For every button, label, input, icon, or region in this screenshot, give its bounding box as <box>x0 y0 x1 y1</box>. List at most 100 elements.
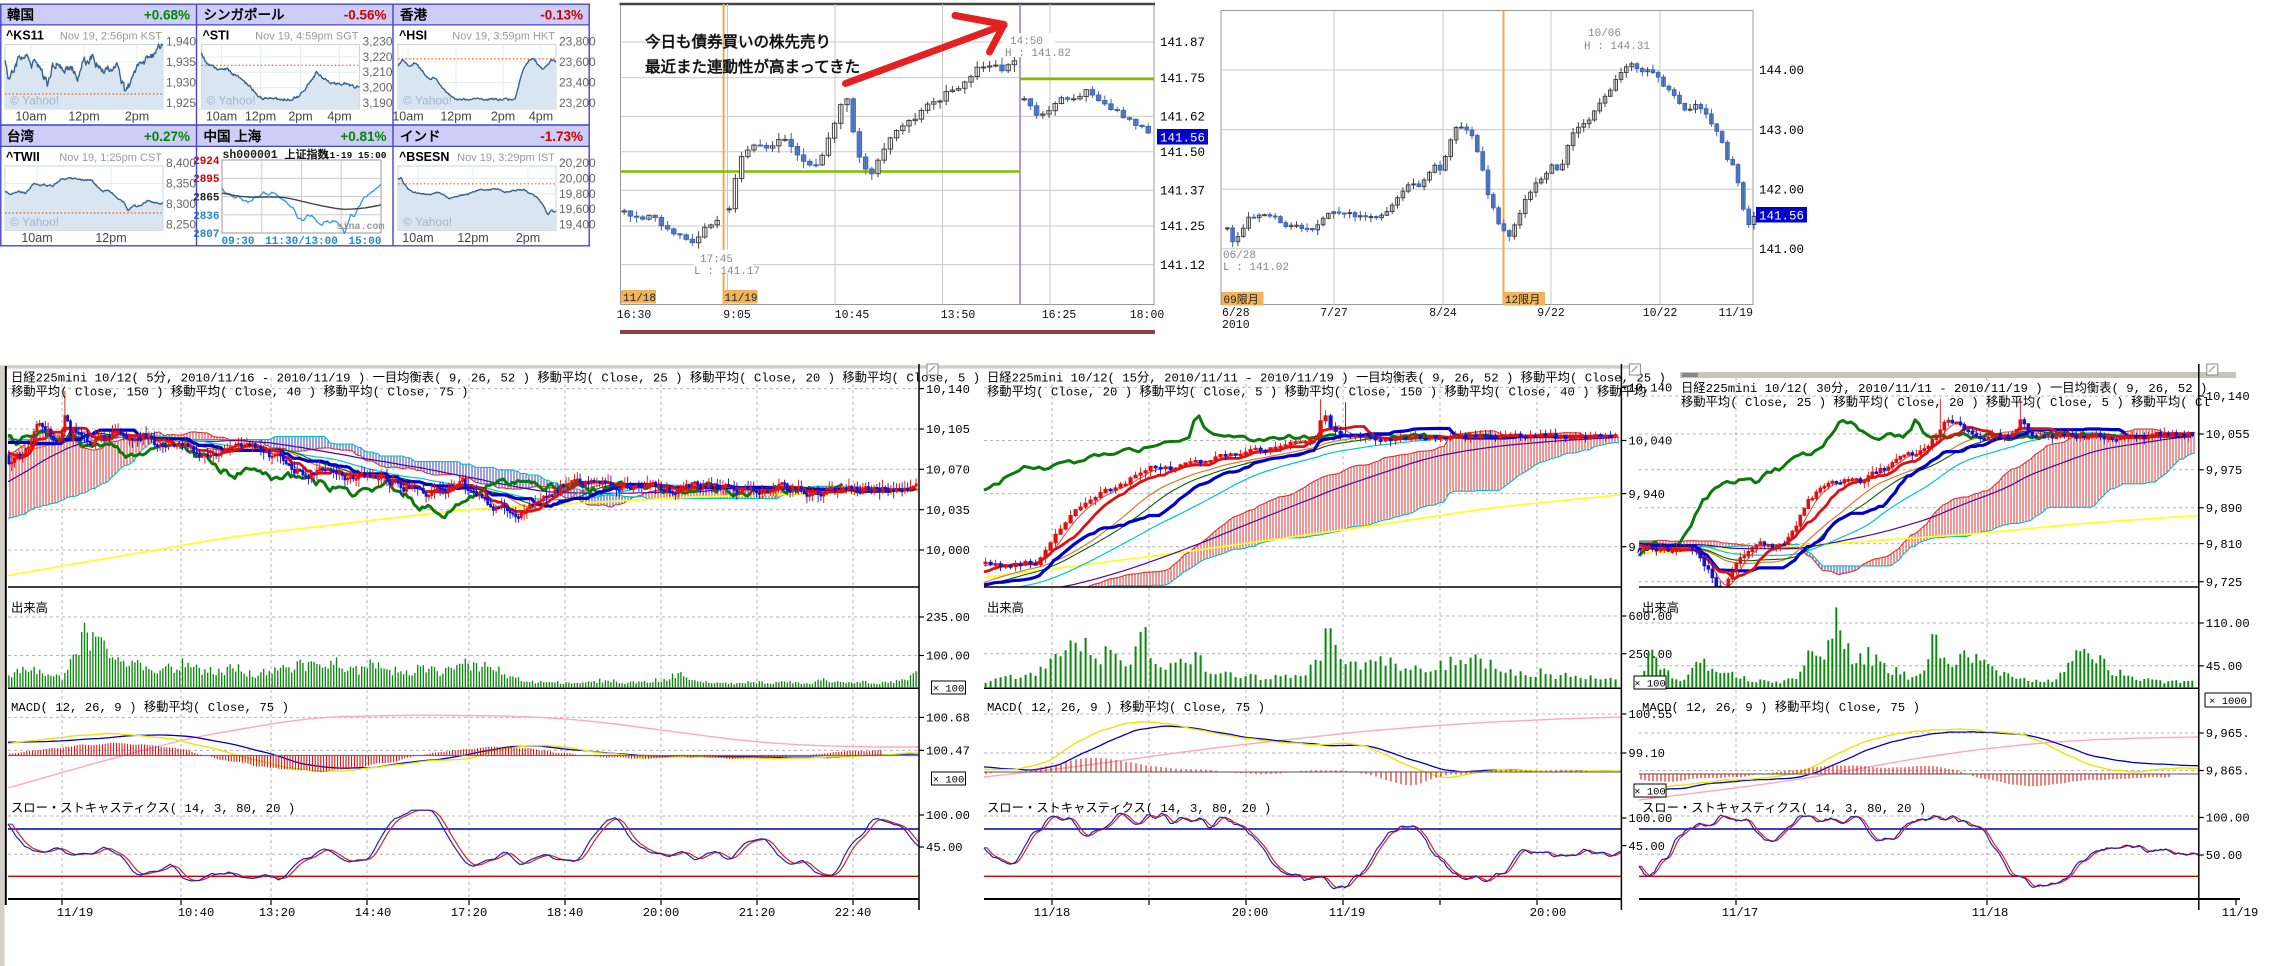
svg-text:日経225mini 10/12( 5分, 2010/11/1: 日経225mini 10/12( 5分, 2010/11/16 - 2010/1… <box>11 371 980 386</box>
svg-text:10am: 10am <box>21 231 52 245</box>
svg-text:^KS11: ^KS11 <box>6 29 44 43</box>
svg-text:10am: 10am <box>392 110 423 124</box>
svg-text:10:45: 10:45 <box>835 309 870 322</box>
svg-text:1,935: 1,935 <box>166 55 196 69</box>
svg-text:141.56: 141.56 <box>1759 210 1804 224</box>
svg-text:1,940: 1,940 <box>166 35 196 49</box>
svg-text:2010: 2010 <box>1222 319 1250 332</box>
svg-text:11/18: 11/18 <box>623 293 656 305</box>
svg-text:10am: 10am <box>15 110 46 124</box>
svg-text:10am: 10am <box>206 110 237 124</box>
svg-text:141.87: 141.87 <box>1160 36 1205 50</box>
svg-text:11-19 15:00: 11-19 15:00 <box>324 150 387 161</box>
svg-text:+0.27%: +0.27% <box>144 129 190 144</box>
svg-text:10am: 10am <box>402 231 433 245</box>
svg-text:141.62: 141.62 <box>1160 110 1205 124</box>
svg-text:中国 上海: 中国 上海 <box>204 128 262 144</box>
svg-text:9/22: 9/22 <box>1537 307 1565 320</box>
svg-text:MACD( 12, 26, 9 ) 移動平均( Clos: MACD( 12, 26, 9 ) 移動平均( Close, 75 ) <box>11 700 289 715</box>
svg-text:8,400: 8,400 <box>166 156 196 170</box>
svg-text:9,890: 9,890 <box>2206 502 2243 516</box>
svg-text:18:40: 18:40 <box>547 906 584 920</box>
svg-text:Nov 19, 3:29pm IST: Nov 19, 3:29pm IST <box>457 152 555 164</box>
svg-text:143.00: 143.00 <box>1759 124 1804 138</box>
svg-text:^TWII: ^TWII <box>6 150 40 164</box>
svg-text:11/19: 11/19 <box>1329 906 1366 920</box>
svg-text:20:00: 20:00 <box>643 906 680 920</box>
svg-text:2pm: 2pm <box>516 231 540 245</box>
svg-text:L : 141.17: L : 141.17 <box>694 266 760 278</box>
svg-text:09:30: 09:30 <box>222 236 255 248</box>
svg-text:8,300: 8,300 <box>166 197 196 211</box>
svg-text:141.37: 141.37 <box>1160 185 1205 199</box>
svg-text:× 100: × 100 <box>1634 679 1666 691</box>
svg-text:19,800: 19,800 <box>559 187 596 201</box>
svg-text:12pm: 12pm <box>457 231 488 245</box>
svg-text:100.00: 100.00 <box>926 650 970 664</box>
svg-text:× 100: × 100 <box>933 684 965 696</box>
svg-text:12限月: 12限月 <box>1505 293 1540 307</box>
svg-text:+0.68%: +0.68% <box>144 8 190 23</box>
svg-text:9,810: 9,810 <box>2206 538 2243 552</box>
svg-text:7/27: 7/27 <box>1320 307 1348 320</box>
svg-text:20:00: 20:00 <box>1232 906 1269 920</box>
svg-text:香港: 香港 <box>399 7 427 23</box>
svg-text:韓国: 韓国 <box>7 7 34 23</box>
svg-text:MACD( 12, 26, 9 ) 移動平均( Clos: MACD( 12, 26, 9 ) 移動平均( Close, 75 ) <box>1642 700 1920 715</box>
svg-text:Nov 19, 3:59pm HKT: Nov 19, 3:59pm HKT <box>452 31 555 43</box>
svg-text:110.00: 110.00 <box>2206 617 2250 631</box>
svg-text:最近また連動性が高まってきた: 最近また連動性が高まってきた <box>645 57 860 76</box>
svg-text:600.00: 600.00 <box>1628 610 1672 624</box>
svg-text:3,190: 3,190 <box>363 96 393 110</box>
svg-text:11/17: 11/17 <box>1722 906 1759 920</box>
svg-text:16:25: 16:25 <box>1042 309 1077 322</box>
svg-text:17:45: 17:45 <box>700 254 733 266</box>
svg-text:12pm: 12pm <box>440 110 471 124</box>
svg-text:9,965.: 9,965. <box>2206 727 2250 741</box>
svg-text:19,600: 19,600 <box>559 202 596 216</box>
svg-text:21:20: 21:20 <box>739 906 776 920</box>
svg-text:10/06: 10/06 <box>1588 28 1621 40</box>
svg-text:2895: 2895 <box>193 174 220 186</box>
svg-text:12pm: 12pm <box>245 110 276 124</box>
svg-text:^BSESN: ^BSESN <box>399 150 449 164</box>
svg-text:100.00: 100.00 <box>2206 812 2250 826</box>
svg-text:出来高: 出来高 <box>11 600 48 616</box>
svg-text:^STI: ^STI <box>203 29 230 43</box>
svg-text:141.00: 141.00 <box>1759 243 1804 257</box>
svg-text:11:30/13:00: 11:30/13:00 <box>265 236 338 248</box>
svg-text:141.50: 141.50 <box>1160 146 1205 160</box>
svg-text:100.47: 100.47 <box>926 745 970 759</box>
svg-text:9:05: 9:05 <box>723 309 751 322</box>
svg-text:14:40: 14:40 <box>355 906 392 920</box>
svg-text:3,210: 3,210 <box>363 65 393 79</box>
svg-text:23,200: 23,200 <box>559 96 596 110</box>
svg-text:45.00: 45.00 <box>2206 660 2243 674</box>
svg-text:MACD( 12, 26, 9 ) 移動平均( Clos: MACD( 12, 26, 9 ) 移動平均( Close, 75 ) <box>987 700 1265 715</box>
svg-text:11/19: 11/19 <box>1718 307 1753 320</box>
svg-text:10,140: 10,140 <box>1628 382 1672 396</box>
svg-text:45.00: 45.00 <box>1628 840 1665 854</box>
svg-text:15:00: 15:00 <box>348 236 381 248</box>
svg-text:© Yahoo!: © Yahoo! <box>207 94 256 108</box>
svg-text:-1.73%: -1.73% <box>540 129 583 144</box>
svg-text:9,940: 9,940 <box>1628 488 1665 502</box>
svg-text:× 100: × 100 <box>933 775 965 787</box>
svg-text:10,000: 10,000 <box>926 544 970 558</box>
svg-text:H : 141.82: H : 141.82 <box>1005 48 1071 60</box>
svg-text:141.25: 141.25 <box>1160 220 1205 234</box>
svg-text:移動平均( Close, 25 ) 移動平均( Clos: 移動平均( Close, 25 ) 移動平均( Close, 20 ) 移動平均… <box>1681 395 2210 410</box>
svg-text:10,055: 10,055 <box>2206 428 2250 442</box>
svg-text:Nov 19, 2:56pm KST: Nov 19, 2:56pm KST <box>60 31 162 43</box>
svg-text:2865: 2865 <box>193 193 220 205</box>
svg-text:今日も債券買いの株先売り: 今日も債券買いの株先売り <box>645 32 831 51</box>
svg-text:11/19: 11/19 <box>2222 906 2259 920</box>
svg-text:-0.13%: -0.13% <box>540 8 583 23</box>
svg-text:9,975: 9,975 <box>2206 464 2243 478</box>
svg-text:© Yahoo!: © Yahoo! <box>403 94 452 108</box>
svg-text:10,140: 10,140 <box>926 383 970 397</box>
svg-text:出来高: 出来高 <box>1642 600 1679 616</box>
svg-text:2924: 2924 <box>193 156 220 168</box>
svg-text:144.00: 144.00 <box>1759 64 1804 78</box>
svg-text:12pm: 12pm <box>68 110 99 124</box>
